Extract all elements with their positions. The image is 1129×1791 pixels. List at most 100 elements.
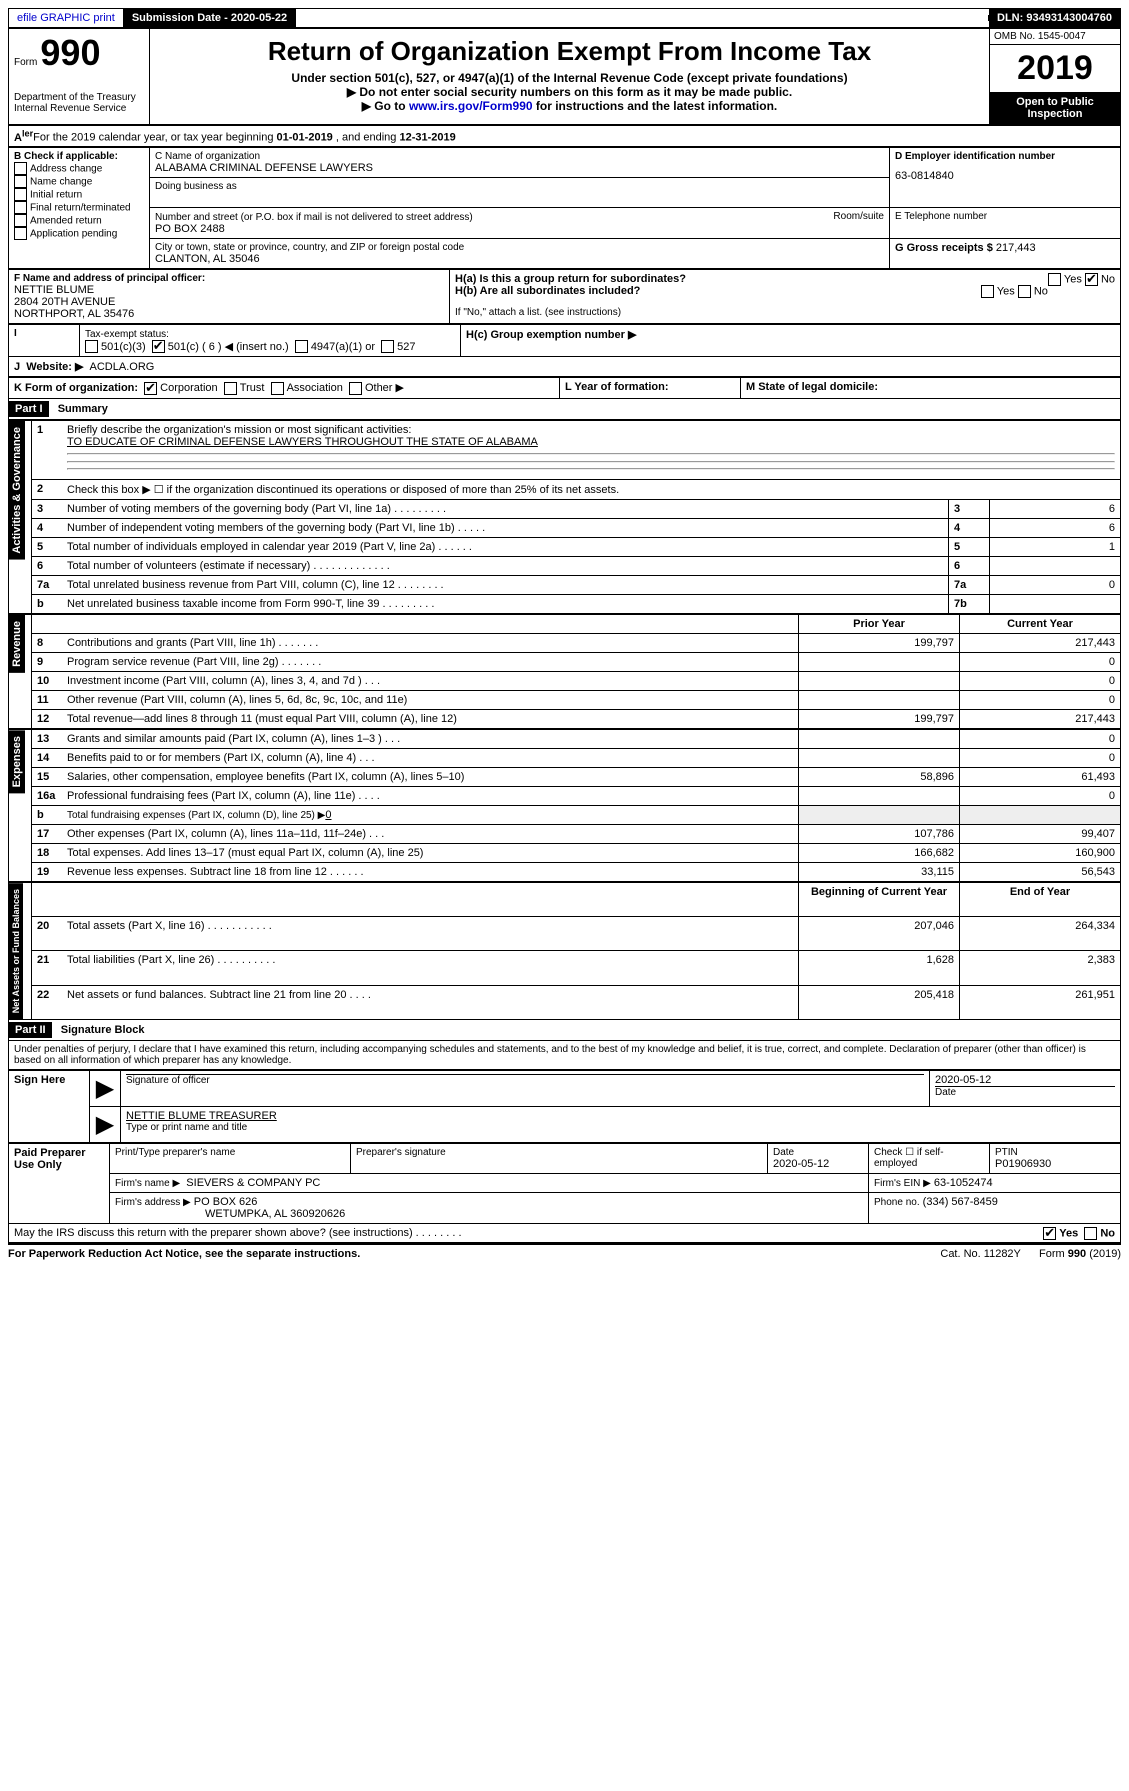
sign-block: Sign Here ▶ Signature of officer 2020-05… xyxy=(8,1070,1121,1143)
chk-pending[interactable]: Application pending xyxy=(30,228,117,239)
firm-addr2: WETUMPKA, AL 360920626 xyxy=(205,1208,345,1220)
officer-name: NETTIE BLUME xyxy=(14,284,444,296)
cat-no: Cat. No. 11282Y xyxy=(940,1248,1020,1260)
preparer-block: Paid Preparer Use Only Print/Type prepar… xyxy=(8,1143,1121,1224)
col-beg: Beginning of Current Year xyxy=(799,882,960,916)
v8p: 199,797 xyxy=(799,633,960,652)
submission-date: Submission Date - 2020-05-22 xyxy=(124,9,296,27)
paperwork: For Paperwork Reduction Act Notice, see … xyxy=(8,1248,360,1260)
l16a: Professional fundraising fees (Part IX, … xyxy=(62,786,799,805)
f-label: F Name and address of principal officer: xyxy=(14,273,444,284)
l15: Salaries, other compensation, employee b… xyxy=(62,767,799,786)
k-other[interactable]: Other ▶ xyxy=(365,382,404,394)
v7a: 0 xyxy=(990,575,1121,594)
l13: Grants and similar amounts paid (Part IX… xyxy=(62,729,799,748)
declaration: Under penalties of perjury, I declare th… xyxy=(8,1041,1121,1070)
4947a1[interactable]: 4947(a)(1) or xyxy=(311,341,375,353)
room-label: Room/suite xyxy=(833,211,884,222)
hb-label: H(b) Are all subordinates included? xyxy=(455,285,640,297)
l2: Check this box ▶ ☐ if the organization d… xyxy=(62,479,1121,499)
l1-label: Briefly describe the organization's miss… xyxy=(67,424,411,436)
box-b-label: B Check if applicable: xyxy=(14,151,144,162)
sig-date: 2020-05-12 xyxy=(935,1074,1115,1086)
col-prior: Prior Year xyxy=(799,614,960,633)
self-emp: Check ☐ if self-employed xyxy=(869,1144,990,1174)
l3: Number of voting members of the governin… xyxy=(62,499,949,518)
officer-name-title: NETTIE BLUME TREASURER xyxy=(126,1110,1115,1122)
i-block: I Tax-exempt status: 501(c)(3) 501(c) ( … xyxy=(8,324,1121,358)
ptin: P01906930 xyxy=(995,1158,1115,1170)
city-label: City or town, state or province, country… xyxy=(155,242,884,253)
sec-exp: Expenses xyxy=(9,730,25,793)
l11: Other revenue (Part VIII, column (A), li… xyxy=(62,690,799,709)
l5: Total number of individuals employed in … xyxy=(62,537,949,556)
firm-ein: 63-1052474 xyxy=(934,1177,993,1189)
chk-final[interactable]: Final return/terminated xyxy=(30,202,131,213)
k-trust[interactable]: Trust xyxy=(240,382,265,394)
chk-initial[interactable]: Initial return xyxy=(30,189,82,200)
527[interactable]: 527 xyxy=(397,341,415,353)
v8c: 217,443 xyxy=(960,633,1121,652)
efile-link[interactable]: efile GRAPHIC print xyxy=(9,9,124,27)
k-assoc[interactable]: Association xyxy=(287,382,343,394)
g-label: G Gross receipts $ xyxy=(895,242,993,254)
city: CLANTON, AL 35046 xyxy=(155,253,884,265)
l6: Total number of volunteers (estimate if … xyxy=(62,556,949,575)
dln: DLN: 93493143004760 xyxy=(989,9,1120,27)
ha-label: H(a) Is this a group return for subordin… xyxy=(455,273,686,285)
l1-val: TO EDUCATE OF CRIMINAL DEFENSE LAWYERS T… xyxy=(67,436,538,448)
top-bar: efile GRAPHIC print Submission Date - 20… xyxy=(8,8,1121,28)
l14: Benefits paid to or for members (Part IX… xyxy=(62,748,799,767)
main-title: Return of Organization Exempt From Incom… xyxy=(155,36,984,67)
501c[interactable]: 501(c) ( 6 ) ◀ (insert no.) xyxy=(168,341,289,353)
part2-hdr: Part II xyxy=(9,1022,52,1038)
subtitle-2: ▶ Do not enter social security numbers o… xyxy=(155,85,984,99)
form-foot: Form 990 (2019) xyxy=(1039,1248,1121,1260)
officer-addr1: 2804 20TH AVENUE xyxy=(14,296,444,308)
sign-here: Sign Here xyxy=(9,1071,90,1143)
l7b: Net unrelated business taxable income fr… xyxy=(62,594,949,613)
v6 xyxy=(990,556,1121,575)
501c3[interactable]: 501(c)(3) xyxy=(101,341,146,353)
sec-gov: Activities & Governance xyxy=(9,421,25,560)
subtitle-1: Under section 501(c), 527, or 4947(a)(1)… xyxy=(155,71,984,85)
klm-block: K Form of organization: Corporation Trus… xyxy=(8,377,1121,399)
d-label: D Employer identification number xyxy=(895,151,1115,162)
chk-name[interactable]: Name change xyxy=(30,176,92,187)
addr-label: Number and street (or P.O. box if mail i… xyxy=(155,212,473,223)
summary-exp: Expenses 13Grants and similar amounts pa… xyxy=(8,729,1121,882)
k-label: K Form of organization: xyxy=(14,382,138,394)
l10: Investment income (Part VIII, column (A)… xyxy=(62,671,799,690)
v4: 6 xyxy=(990,518,1121,537)
k-corp[interactable]: Corporation xyxy=(160,382,217,394)
l7a: Total unrelated business revenue from Pa… xyxy=(62,575,949,594)
period-line: AlerFor the 2019 calendar year, or tax y… xyxy=(8,126,1121,147)
summary-gov: Activities & Governance 1 Briefly descri… xyxy=(8,420,1121,614)
firm-phone: (334) 567-8459 xyxy=(923,1196,998,1208)
chk-address[interactable]: Address change xyxy=(30,163,102,174)
dept: Department of the Treasury xyxy=(14,92,144,103)
j-label: Website: ▶ xyxy=(26,361,83,373)
website: ACDLA.ORG xyxy=(90,361,155,373)
l8: Contributions and grants (Part VIII, lin… xyxy=(62,633,799,652)
sec-rev: Revenue xyxy=(9,615,25,673)
form990-link[interactable]: www.irs.gov/Form990 xyxy=(409,99,533,113)
gross-receipts: 217,443 xyxy=(996,242,1036,254)
ein: 63-0814840 xyxy=(895,170,1115,182)
form-number: 990 xyxy=(40,32,100,73)
c-name-label: C Name of organization xyxy=(155,151,884,162)
v3: 6 xyxy=(990,499,1121,518)
col-curr: Current Year xyxy=(960,614,1121,633)
dba-label: Doing business as xyxy=(155,181,884,192)
irs: Internal Revenue Service xyxy=(14,103,144,114)
l16b: Total fundraising expenses (Part IX, col… xyxy=(67,810,325,821)
l12: Total revenue—add lines 8 through 11 (mu… xyxy=(62,709,799,728)
l4: Number of independent voting members of … xyxy=(62,518,949,537)
chk-amended[interactable]: Amended return xyxy=(30,215,102,226)
l19: Revenue less expenses. Subtract line 18 … xyxy=(62,862,799,881)
v5: 1 xyxy=(990,537,1121,556)
inspection: Inspection xyxy=(994,108,1116,120)
sig-officer: Signature of officer xyxy=(126,1074,924,1086)
summary-rev: Revenue Prior Year Current Year 8Contrib… xyxy=(8,614,1121,729)
firm-name: SIEVERS & COMPANY PC xyxy=(186,1177,320,1189)
